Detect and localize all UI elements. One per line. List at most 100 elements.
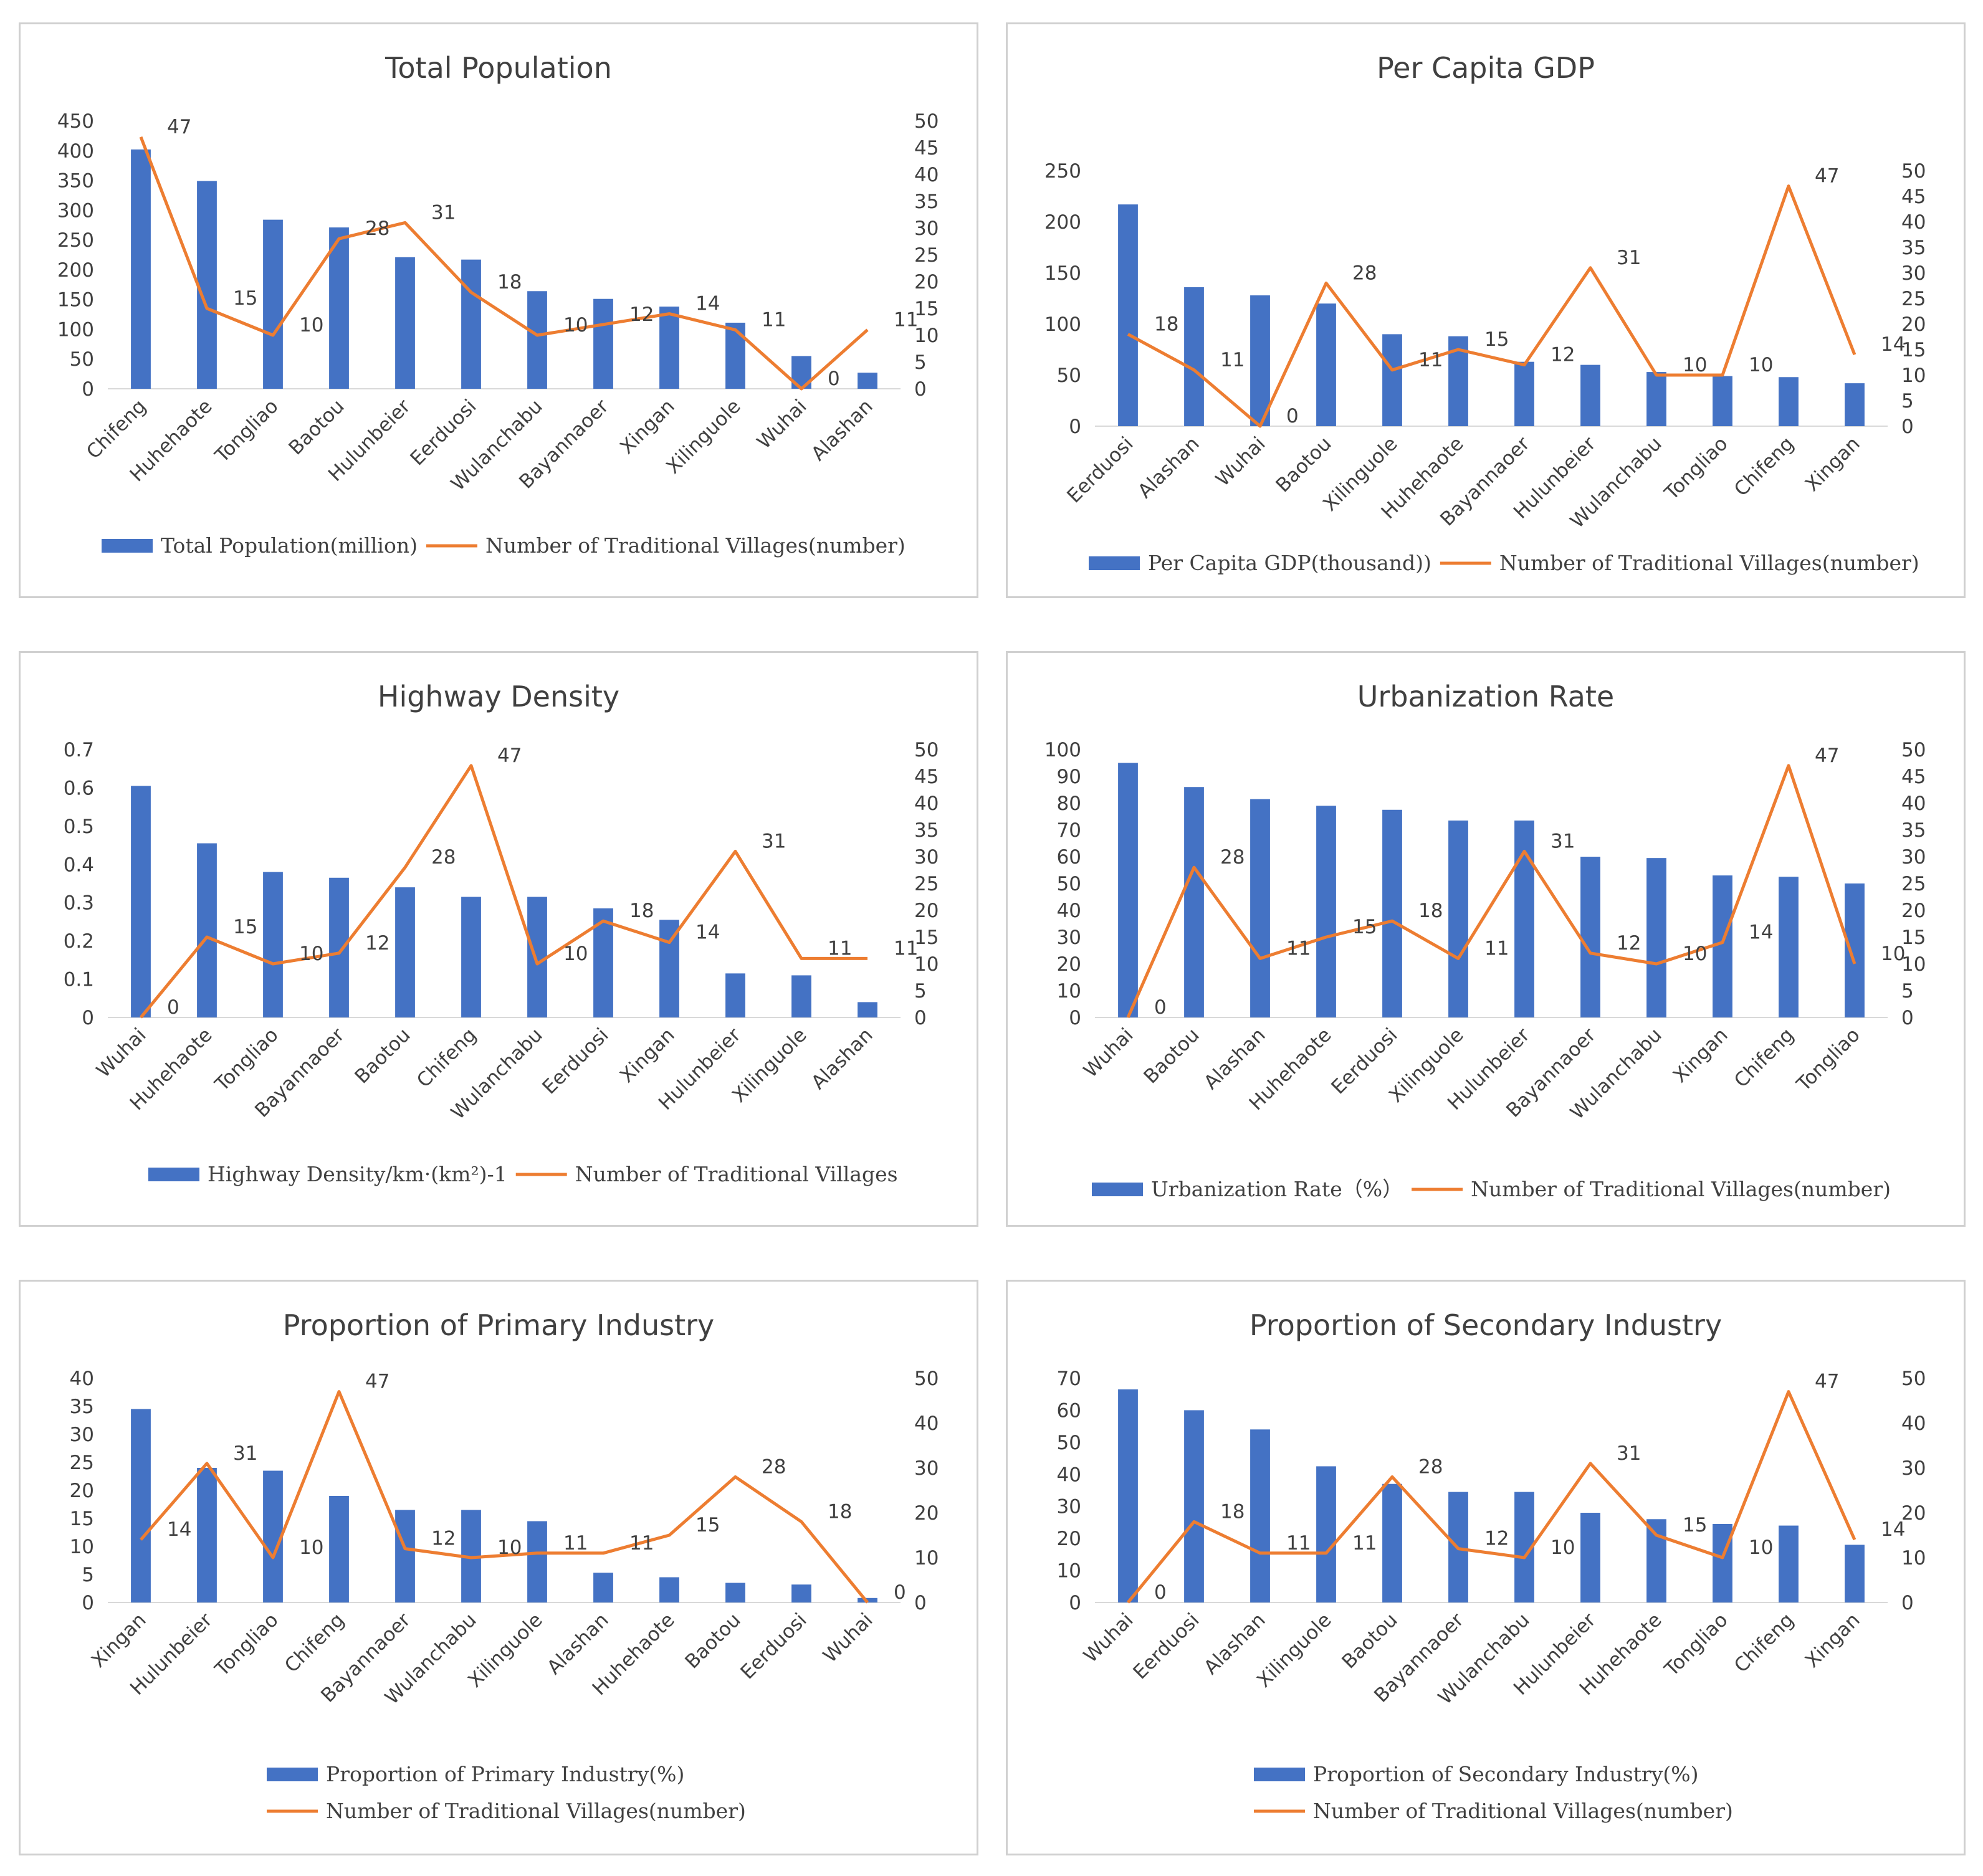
bar bbox=[1779, 377, 1799, 426]
y2-tick-label: 40 bbox=[1901, 211, 1926, 234]
y-tick-label: 200 bbox=[57, 259, 94, 282]
legend-bar-label: Proportion of Primary Industry(%) bbox=[326, 1762, 684, 1786]
y-tick-label: 30 bbox=[1057, 1496, 1081, 1518]
data-label: 0 bbox=[1154, 996, 1167, 1019]
y-tick-label: 30 bbox=[70, 1424, 94, 1446]
y2-tick-label: 35 bbox=[914, 819, 939, 842]
data-label: 18 bbox=[1154, 313, 1178, 335]
bar bbox=[1646, 858, 1666, 1017]
bar bbox=[197, 1468, 217, 1602]
y2-tick-label: 0 bbox=[1901, 416, 1914, 438]
y-tick-label: 80 bbox=[1057, 793, 1081, 815]
y-tick-label: 20 bbox=[1057, 953, 1081, 976]
data-label: 11 bbox=[1286, 937, 1311, 959]
chart-panel-secondary-industry: Proportion of Secondary Industry 0 10 20 30 4… bbox=[1006, 1280, 1966, 1855]
chart-panel-per-capita-gdp: Per Capita GDP 0 50 100 150 200 250 0 5 10 15 20 25 3… bbox=[1006, 22, 1966, 598]
x-tick-label: Baotou bbox=[350, 1024, 414, 1088]
y2-tick-label: 45 bbox=[914, 137, 939, 160]
y-tick-label: 300 bbox=[57, 199, 94, 222]
y-tick-label: 0.5 bbox=[64, 816, 94, 838]
y2-tick-label: 10 bbox=[914, 953, 939, 976]
chart-title: Per Capita GDP bbox=[1377, 51, 1595, 85]
y-tick-label: 40 bbox=[1057, 900, 1081, 922]
y2-tick-label: 30 bbox=[914, 846, 939, 869]
bar bbox=[1118, 1389, 1138, 1602]
data-label: 10 bbox=[1683, 943, 1707, 965]
data-label: 0 bbox=[828, 368, 840, 390]
bar bbox=[1250, 1429, 1270, 1602]
data-label: 47 bbox=[365, 1371, 389, 1393]
data-label: 10 bbox=[497, 1536, 522, 1559]
y2-tick-label: 20 bbox=[1901, 900, 1926, 922]
x-tick-label: Wuhai bbox=[819, 1609, 877, 1667]
y-tick-label: 50 bbox=[1057, 364, 1081, 387]
data-label: 31 bbox=[233, 1442, 257, 1465]
y-tick-label: 50 bbox=[1057, 1432, 1081, 1454]
y2-tick-label: 10 bbox=[1901, 1547, 1926, 1569]
x-tick-label: Baotou bbox=[1337, 1609, 1402, 1673]
bar bbox=[131, 786, 151, 1017]
data-label: 28 bbox=[1220, 846, 1245, 869]
x-tick-label: Xingan bbox=[616, 1024, 679, 1087]
data-label: 28 bbox=[1352, 262, 1377, 284]
x-tick-label: Wuhai bbox=[1211, 432, 1270, 491]
data-label: 18 bbox=[828, 1500, 852, 1523]
data-label: 12 bbox=[1617, 932, 1641, 955]
data-label: 10 bbox=[1749, 1536, 1773, 1559]
x-tick-label: Chifeng bbox=[413, 1024, 481, 1092]
legend-line-label: Number of Traditional Villages(number) bbox=[326, 1799, 746, 1823]
data-label: 10 bbox=[1749, 354, 1773, 376]
bar bbox=[659, 307, 679, 389]
x-tick-label: Tongliao bbox=[1660, 432, 1732, 505]
data-label: 14 bbox=[1749, 921, 1773, 944]
y-tick-label: 350 bbox=[57, 170, 94, 193]
y2-tick-label: 15 bbox=[914, 926, 939, 949]
x-tick-label: Baotou bbox=[1271, 432, 1336, 497]
chart-panel-highway-density: Highway Density 0 0.1 0.2 0.3 0.4 0.5 0.6 0.7 0 5 1… bbox=[19, 651, 978, 1227]
bar bbox=[527, 291, 547, 389]
x-tick-label: Tongliao bbox=[1660, 1609, 1732, 1681]
x-tick-label: Xingan bbox=[87, 1609, 151, 1672]
bar bbox=[1514, 361, 1534, 426]
data-label: 11 bbox=[1352, 1532, 1377, 1555]
data-label: 11 bbox=[894, 937, 918, 959]
bar bbox=[527, 1521, 547, 1602]
y-tick-label: 25 bbox=[70, 1452, 94, 1474]
y2-tick-label: 50 bbox=[1901, 160, 1926, 183]
line-series bbox=[140, 764, 867, 1019]
bar bbox=[1845, 383, 1865, 426]
y2-tick-label: 10 bbox=[914, 325, 939, 347]
y-tick-label: 0 bbox=[1069, 416, 1081, 438]
bar bbox=[131, 1409, 151, 1602]
chart-svg: Proportion of Secondary Industry 0 10 20 30 4… bbox=[1057, 1308, 1926, 1823]
x-tick-label: Xingan bbox=[1669, 1024, 1732, 1087]
bar bbox=[263, 1470, 283, 1602]
y-tick-label: 0.4 bbox=[64, 854, 94, 876]
data-label: 11 bbox=[1484, 937, 1509, 959]
legend-bar-swatch bbox=[267, 1768, 318, 1781]
bar bbox=[197, 843, 217, 1017]
y-tick-label: 100 bbox=[57, 318, 94, 341]
legend-line-label: Number of Traditional Villages(number) bbox=[1499, 551, 1919, 575]
data-label: 11 bbox=[1220, 349, 1245, 371]
y-tick-label: 100 bbox=[1044, 313, 1081, 336]
bar bbox=[1580, 1513, 1600, 1602]
data-label: 12 bbox=[1484, 1528, 1509, 1550]
legend-bar-swatch bbox=[1254, 1768, 1305, 1781]
y-tick-label: 0.7 bbox=[64, 739, 94, 761]
y2-tick-label: 35 bbox=[1901, 237, 1926, 259]
data-label: 28 bbox=[365, 217, 389, 240]
data-label: 12 bbox=[431, 1528, 456, 1550]
y2-tick-label: 20 bbox=[1901, 1502, 1926, 1525]
y2-tick-label: 45 bbox=[1901, 766, 1926, 788]
bar bbox=[791, 1584, 811, 1602]
y2-tick-label: 20 bbox=[914, 900, 939, 922]
y2-tick-label: 5 bbox=[914, 980, 927, 1002]
y-tick-label: 50 bbox=[1057, 873, 1081, 895]
y-tick-label: 20 bbox=[1057, 1528, 1081, 1550]
y2-tick-label: 5 bbox=[1901, 390, 1914, 412]
x-tick-label: Alashan bbox=[543, 1609, 613, 1679]
legend-bar-swatch bbox=[1089, 556, 1140, 570]
data-label: 14 bbox=[695, 293, 720, 315]
bar bbox=[1448, 820, 1468, 1017]
